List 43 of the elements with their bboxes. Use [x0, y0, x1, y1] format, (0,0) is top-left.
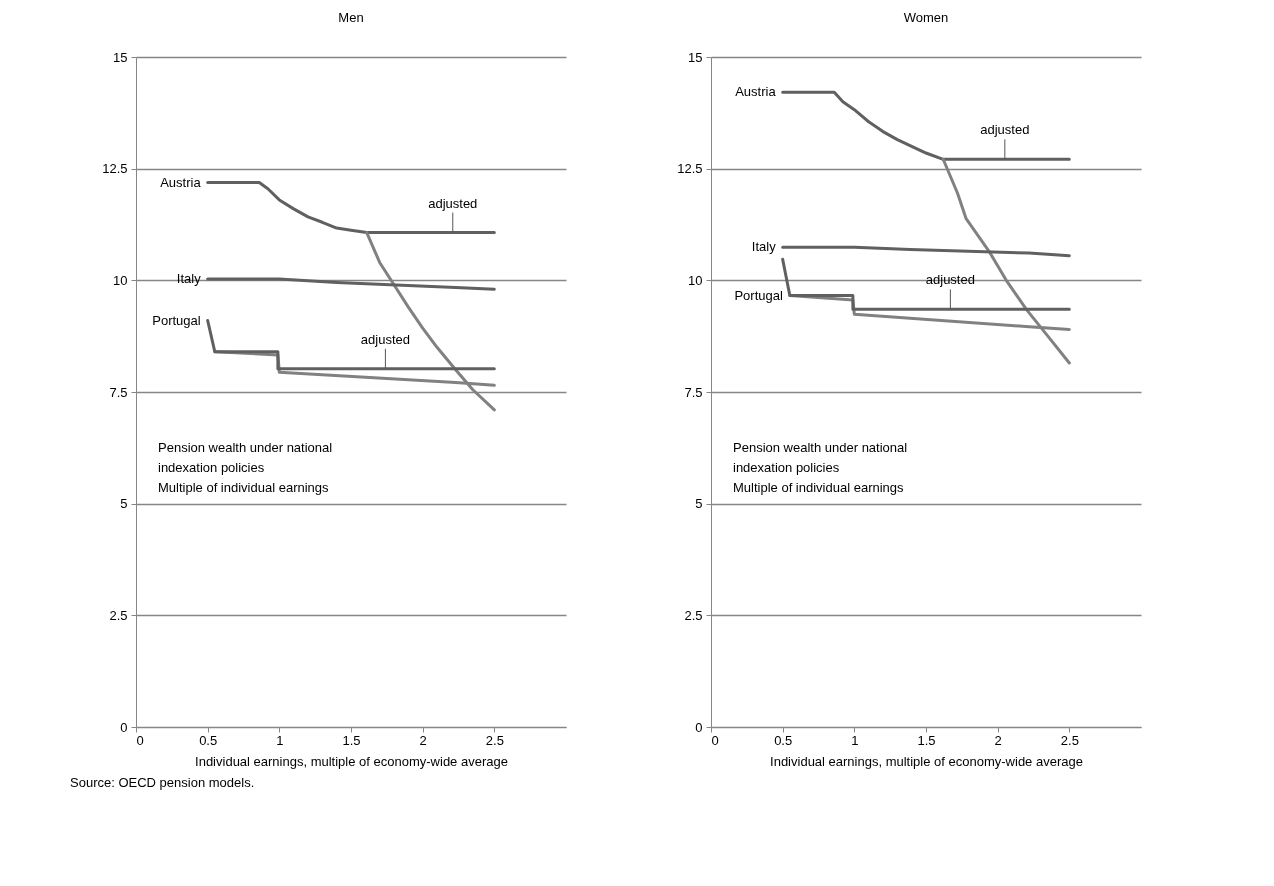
y-tick-label: 2.5 [109, 607, 128, 623]
x-tick-label: 1 [276, 732, 284, 748]
y-tick-label: 12.5 [102, 161, 128, 177]
x-tick-label: 1.5 [917, 732, 936, 748]
y-tick-label: 2.5 [684, 607, 703, 623]
x-tick-label: 0 [711, 732, 719, 748]
x-tick-label: 2.5 [485, 732, 504, 748]
y-tick-label: 12.5 [677, 161, 703, 177]
x-tick-label: 0.5 [774, 732, 793, 748]
chart-title: Women [903, 10, 949, 25]
y-tick-label: 15 [688, 49, 703, 65]
x-tick-label: 2 [994, 732, 1002, 748]
x-axis-title: Individual earnings, multiple of economy-wide average [770, 753, 1083, 769]
x-tick-label: 1.5 [342, 732, 361, 748]
text: Pension wealth under national indexation policies Multiple of individual earnings [733, 440, 908, 496]
annotation: Portugal [152, 312, 201, 328]
annotation: adjusted [428, 195, 478, 211]
x-tick-label: 2.5 [1060, 732, 1079, 748]
chart-title: Men [338, 10, 364, 25]
x-tick-label: 0.5 [199, 732, 218, 748]
y-tick-label: 0 [695, 719, 703, 735]
y-tick-label: 0 [120, 719, 128, 735]
x-tick-label: 1 [851, 732, 859, 748]
x-tick-label: 2 [419, 732, 427, 748]
annotation: Italy [176, 270, 202, 286]
y-tick-label: 15 [113, 49, 128, 65]
y-tick-label: 5 [695, 496, 703, 512]
annotation: Portugal [734, 287, 783, 303]
y-tick-label: 7.5 [109, 384, 128, 400]
y-tick-label: 10 [113, 272, 128, 288]
annotation: adjusted [360, 331, 410, 347]
annotation: Italy [751, 239, 777, 255]
annotation: adjusted [925, 272, 975, 288]
y-tick-label: 5 [120, 496, 128, 512]
annotation: Austria [735, 84, 777, 100]
annotation: adjusted [980, 122, 1030, 138]
annotation: Austria [160, 174, 202, 190]
source-note: Source: OECD pension models. [70, 775, 255, 790]
x-tick-label: 0 [136, 732, 144, 748]
x-axis-title: Individual earnings, multiple of economy-wide average [195, 753, 508, 769]
text: Pension wealth under national indexation policies Multiple of individual earnings [158, 440, 333, 496]
y-tick-label: 10 [688, 272, 703, 288]
y-tick-label: 7.5 [684, 384, 703, 400]
